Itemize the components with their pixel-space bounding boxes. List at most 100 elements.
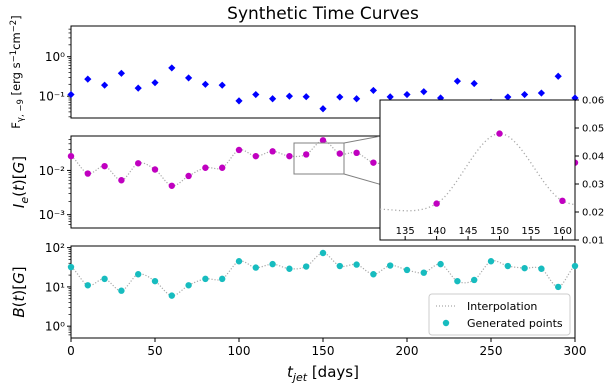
b-interpolation-line — [70, 252, 576, 297]
inset-point — [559, 197, 566, 204]
b-marks — [67, 249, 579, 299]
inset-point — [496, 130, 503, 137]
b-point — [336, 262, 343, 270]
flux-point — [235, 97, 243, 105]
b-point — [101, 275, 108, 283]
inset-y-tick-label: 0.04 — [582, 152, 604, 163]
ie-point — [185, 172, 192, 180]
b-point — [487, 258, 495, 265]
b-point — [269, 260, 276, 268]
ie-point — [336, 150, 343, 157]
ie-point — [252, 152, 259, 160]
b-point — [471, 276, 478, 284]
y-tick-label: 10⁻¹ — [39, 90, 66, 104]
ie-point — [353, 149, 360, 157]
y-tick-label: 10⁰ — [45, 50, 65, 64]
inset-point — [433, 200, 440, 207]
flux-point — [369, 86, 377, 95]
flux-point — [420, 88, 428, 96]
b-ylabel: B(t)[G] — [10, 266, 28, 317]
ie-point — [67, 152, 75, 160]
flux-point — [537, 89, 545, 97]
b-point — [219, 275, 226, 283]
flux-point — [185, 74, 193, 82]
ie-y-axis: 10⁻² 10⁻³ — [39, 139, 71, 225]
ie-point — [219, 164, 226, 171]
flux-point — [168, 64, 176, 72]
inset-x-tick-label: 135 — [396, 226, 415, 237]
flux-point — [521, 90, 529, 99]
b-point — [571, 262, 579, 270]
flux-point — [302, 93, 310, 101]
b-point — [555, 283, 562, 291]
inset-x-tick-label: 150 — [490, 226, 509, 237]
b-point — [135, 271, 142, 278]
b-point — [185, 282, 192, 289]
flux-point — [319, 105, 327, 113]
flux-point — [353, 95, 361, 103]
b-panel: 10² 10¹ 10⁰ 0 50 100 150 200 250 300 B(t)[G] tje… — [10, 241, 586, 383]
ie-point — [151, 166, 159, 173]
y-tick-label: 10⁻³ — [39, 208, 66, 222]
b-point — [319, 249, 327, 257]
flux-point — [101, 81, 109, 89]
y-tick-label: 10⁻² — [39, 164, 66, 178]
chart-title: Synthetic Time Curves — [227, 4, 419, 24]
flux-point — [403, 90, 411, 99]
flux-point — [218, 81, 226, 89]
b-point — [235, 258, 243, 265]
flux-y-axis: 10⁰ 10⁻¹ — [39, 28, 71, 118]
flux-point — [134, 84, 142, 92]
ie-point — [370, 159, 377, 166]
b-point — [521, 264, 528, 272]
ie-point — [168, 182, 175, 189]
flux-point — [470, 79, 478, 88]
flux-point — [437, 94, 445, 102]
y-tick-label: 10² — [45, 241, 65, 255]
b-point — [538, 265, 545, 272]
legend: Interpolation Generated points — [428, 293, 571, 336]
b-point — [168, 292, 175, 299]
ie-point — [286, 152, 293, 160]
x-tick-label: 300 — [564, 344, 587, 358]
legend-points-swatch — [442, 319, 450, 327]
b-point — [403, 266, 411, 274]
x-tick-label: 200 — [396, 344, 419, 358]
ie-point — [84, 170, 92, 177]
flux-point — [151, 79, 159, 87]
x-tick-label: 250 — [480, 344, 503, 358]
b-point — [437, 260, 444, 268]
inset-x-tick-label: 145 — [459, 226, 478, 237]
b-point — [420, 269, 427, 276]
inset-y-tick-label: 0.03 — [582, 180, 604, 191]
y-tick-label: 10⁰ — [45, 320, 65, 334]
legend-box — [428, 293, 571, 336]
flux-point — [117, 69, 125, 77]
b-point — [67, 263, 75, 271]
flux-point — [269, 95, 277, 103]
ie-point — [202, 164, 209, 171]
b-point — [202, 275, 209, 283]
y-tick-label: 10¹ — [45, 280, 65, 294]
b-point — [370, 271, 377, 278]
flux-panel: 10⁰ 10⁻¹ Fγ, −9 [erg s−1cm−2] — [9, 15, 579, 129]
flux-point — [504, 93, 512, 101]
b-point — [118, 287, 125, 294]
flux-point — [571, 94, 579, 102]
inset-y-tick-label: 0.06 — [582, 96, 604, 107]
flux-point — [84, 75, 92, 83]
flux-point — [285, 92, 293, 100]
ie-point — [118, 177, 125, 184]
flux-point — [336, 93, 344, 101]
b-point — [151, 277, 159, 285]
b-point — [84, 282, 92, 289]
ie-ylabel: Ie(t)[G] — [10, 156, 31, 208]
b-point — [286, 265, 293, 272]
flux-marks — [67, 64, 579, 113]
ie-point — [135, 160, 142, 167]
x-tick-label: 0 — [67, 344, 75, 358]
inset-frame — [379, 99, 576, 241]
ie-point — [235, 146, 243, 154]
b-point — [387, 262, 394, 269]
